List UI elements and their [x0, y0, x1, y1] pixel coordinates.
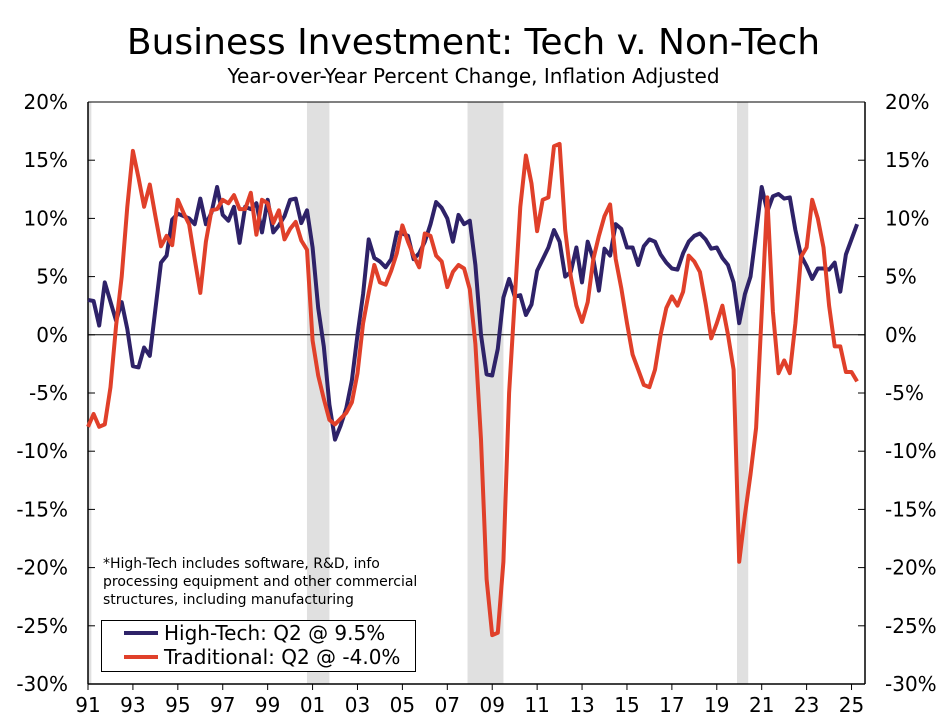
y-tick-label-left: -10%	[16, 439, 68, 463]
legend-swatch	[124, 655, 158, 659]
x-tick-label: 21	[749, 693, 774, 717]
y-tick-label-right: 10%	[885, 206, 929, 230]
chart-subtitle: Year-over-Year Percent Change, Inflation…	[227, 64, 720, 88]
x-tick-label: 25	[839, 693, 864, 717]
y-tick-label-left: 10%	[24, 206, 68, 230]
legend: High-Tech: Q2 @ 9.5% Traditional: Q2 @ -…	[101, 620, 416, 672]
x-tick-label: 91	[75, 693, 100, 717]
y-tick-label-left: -5%	[29, 381, 68, 405]
series-line-high-tech	[87, 185, 859, 442]
legend-item-high-tech: High-Tech: Q2 @ 9.5%	[124, 621, 415, 645]
y-tick-label-right: -10%	[885, 439, 937, 463]
x-tick-label: 95	[165, 693, 190, 717]
y-tick-label-left: -25%	[16, 614, 68, 638]
y-tick-label-right: 0%	[885, 323, 917, 347]
y-tick-label-right: -25%	[885, 614, 937, 638]
footnote-line: structures, including manufacturing	[103, 592, 354, 608]
chart-title: Business Investment: Tech v. Non-Tech	[126, 22, 821, 63]
y-tick-label-right: 15%	[885, 148, 929, 172]
x-tick-label: 09	[479, 693, 504, 717]
recession-band	[736, 102, 749, 684]
footnote-line: processing equipment and other commercia…	[103, 574, 418, 590]
x-tick-label: 01	[300, 693, 325, 717]
x-tick-label: 99	[255, 693, 280, 717]
y-tick-label-right: 20%	[885, 90, 929, 114]
y-tick-label-left: 0%	[36, 323, 68, 347]
x-tick-label: 03	[345, 693, 370, 717]
y-tick-label-left: -30%	[16, 672, 68, 696]
legend-label: Traditional: Q2 @ -4.0%	[164, 645, 401, 669]
x-tick-label: 23	[794, 693, 819, 717]
y-tick-label-right: -30%	[885, 672, 937, 696]
x-tick-label: 13	[569, 693, 594, 717]
x-tick-label: 11	[524, 693, 549, 717]
series-line-traditional	[86, 141, 859, 638]
legend-item-traditional: Traditional: Q2 @ -4.0%	[124, 645, 415, 669]
x-tick-label: 07	[435, 693, 460, 717]
footnote: *High-Tech includes software, R&D, info …	[103, 555, 453, 609]
y-tick-label-right: -5%	[885, 381, 924, 405]
legend-swatch	[124, 631, 158, 635]
y-tick-label-right: -20%	[885, 556, 937, 580]
y-tick-label-left: 15%	[24, 148, 68, 172]
legend-label: High-Tech: Q2 @ 9.5%	[164, 621, 386, 645]
x-tick-label: 15	[614, 693, 639, 717]
x-tick-label: 19	[704, 693, 729, 717]
y-tick-label-left: 20%	[24, 90, 68, 114]
x-tick-label: 93	[120, 693, 145, 717]
x-tick-label: 17	[659, 693, 684, 717]
recession-band	[467, 102, 504, 684]
y-tick-label-right: 5%	[885, 265, 917, 289]
y-tick-label-left: -15%	[16, 497, 68, 521]
y-tick-label-right: -15%	[885, 497, 937, 521]
y-tick-label-left: 5%	[36, 265, 68, 289]
x-tick-label: 97	[210, 693, 235, 717]
y-tick-label-left: -20%	[16, 556, 68, 580]
footnote-line: *High-Tech includes software, R&D, info	[103, 556, 380, 572]
x-tick-label: 05	[390, 693, 415, 717]
